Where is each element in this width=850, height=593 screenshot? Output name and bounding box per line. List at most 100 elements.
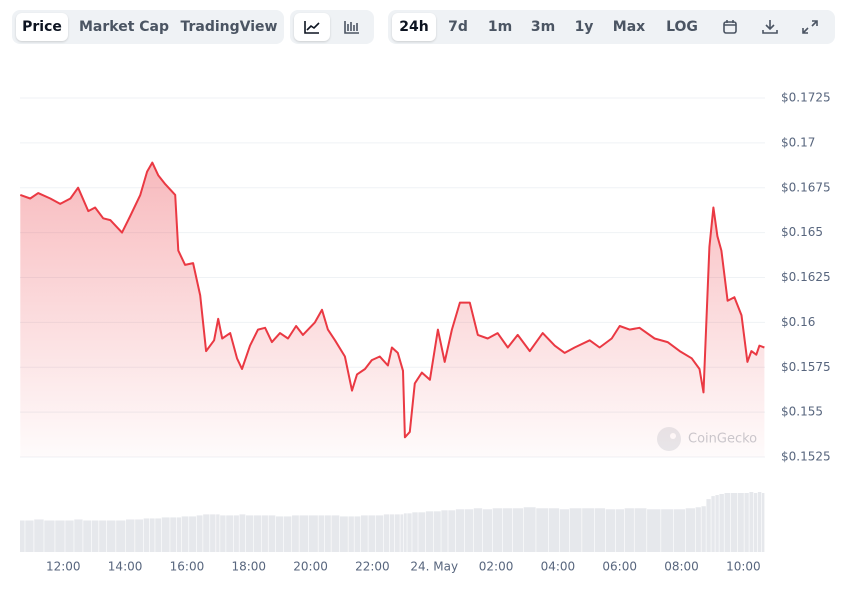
fullscreen-icon	[802, 20, 818, 34]
volume-bar	[83, 520, 92, 552]
volume-bar	[719, 494, 724, 552]
volume-bar	[757, 492, 762, 552]
volume-bar	[724, 493, 731, 552]
volume-bar	[548, 508, 560, 552]
volume-bar	[482, 509, 493, 552]
volume-bar	[569, 508, 582, 552]
y-tick-label: $0.17	[781, 135, 815, 149]
volume-bar	[473, 508, 483, 552]
volume-bar	[412, 512, 418, 552]
calendar-button[interactable]	[712, 13, 748, 41]
volume-bar	[44, 520, 55, 552]
y-tick-label: $0.1675	[781, 180, 831, 194]
volume-bar	[523, 507, 536, 552]
volume-bar	[634, 508, 647, 552]
range-7d[interactable]: 7d	[448, 19, 468, 35]
tab-price[interactable]: Price	[16, 13, 68, 41]
volume-bar	[143, 518, 150, 552]
x-tick-label: 22:00	[355, 560, 390, 574]
tab-market-cap[interactable]: Market Cap	[78, 19, 170, 35]
volume-bar	[661, 509, 674, 552]
volume-bar	[268, 515, 276, 552]
volume-bar	[324, 515, 331, 552]
price-area	[20, 162, 765, 457]
volume-bar	[594, 508, 606, 552]
volume-bar	[161, 517, 170, 552]
volume-bar	[354, 516, 361, 552]
volume-bar	[744, 493, 749, 552]
tab-tradingview[interactable]: TradingView	[180, 19, 278, 35]
volume-bar	[383, 514, 390, 552]
range-1m[interactable]: 1m	[487, 19, 513, 35]
volume-bar	[318, 515, 325, 552]
volume-bar	[400, 514, 404, 552]
volume-bar	[189, 516, 197, 552]
volume-bar	[394, 514, 400, 552]
volume-bar	[536, 508, 549, 552]
y-tick-label: $0.16	[781, 315, 815, 329]
volume-bar	[331, 515, 340, 552]
candle-chart-button[interactable]	[334, 13, 370, 41]
volume-bar	[226, 515, 234, 552]
range-tabs: 24h 7d 1m 3m 1y Max LOG	[388, 10, 835, 44]
volume-bar	[492, 508, 503, 552]
x-tick-label: 08:00	[664, 560, 699, 574]
volume-bar	[20, 520, 25, 552]
volume-bar	[34, 519, 44, 552]
volume-bar	[261, 515, 268, 552]
volume-bar	[65, 520, 74, 552]
fullscreen-button[interactable]	[792, 13, 828, 41]
volume-bar	[181, 516, 189, 552]
volume-bar	[685, 508, 696, 552]
volume-bar	[106, 520, 116, 552]
volume-bar	[74, 519, 83, 552]
volume-bar	[116, 520, 126, 552]
volume-bar	[135, 519, 144, 552]
range-24h[interactable]: 24h	[392, 13, 436, 41]
volume-bar	[464, 509, 474, 552]
volume-bar	[441, 510, 448, 552]
volume-bar	[149, 518, 155, 552]
volume-bar	[216, 514, 220, 552]
volume-bar	[418, 512, 426, 552]
volume-bar	[615, 509, 625, 552]
volume-bar	[155, 518, 162, 552]
volume-bar	[512, 508, 524, 552]
volume-bar	[715, 495, 719, 552]
line-chart-button[interactable]	[294, 13, 330, 41]
y-tick-label: $0.1525	[781, 450, 831, 464]
x-tick-label: 06:00	[602, 560, 637, 574]
volume-bar	[582, 508, 595, 552]
y-tick-label: $0.1575	[781, 360, 831, 374]
volume-bar	[455, 509, 465, 552]
download-button[interactable]	[752, 13, 788, 41]
volume-bar	[196, 515, 203, 552]
x-tick-label: 02:00	[479, 560, 514, 574]
watermark: CoinGecko	[657, 427, 757, 451]
range-max[interactable]: Max	[612, 19, 646, 35]
volume-bar	[55, 520, 65, 552]
volume-bar	[711, 496, 715, 552]
volume-bar	[749, 492, 754, 552]
x-tick-label: 12:00	[46, 560, 81, 574]
x-tick-label: 14:00	[108, 560, 143, 574]
volume-bar	[706, 499, 711, 552]
volume-bar	[407, 513, 412, 552]
volume-bar	[673, 509, 686, 552]
volume-bar	[502, 508, 513, 552]
range-1y[interactable]: 1y	[574, 19, 594, 35]
range-3m[interactable]: 3m	[530, 19, 556, 35]
log-toggle[interactable]: LOG	[666, 19, 698, 35]
volume-bar	[605, 509, 616, 552]
volume-bar	[25, 520, 34, 552]
volume-bar	[425, 511, 434, 552]
candle-icon	[344, 21, 359, 34]
volume-bar	[624, 508, 634, 552]
volume-bar	[203, 514, 210, 552]
download-icon	[762, 20, 778, 34]
volume-bar	[360, 515, 368, 552]
volume-bar	[126, 519, 135, 552]
volume-bar	[433, 511, 441, 552]
